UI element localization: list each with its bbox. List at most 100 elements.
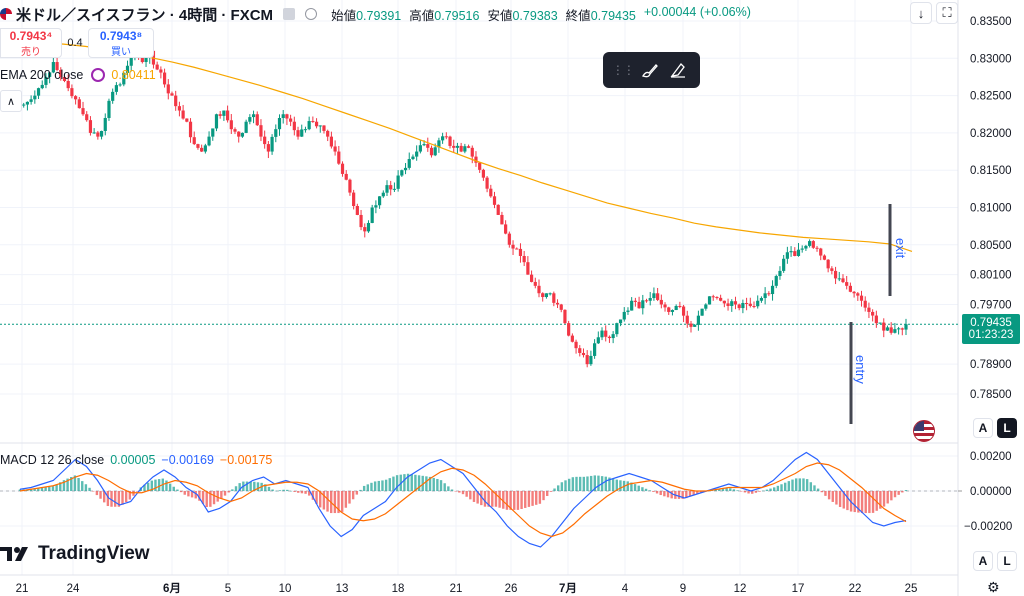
candle-body [470, 147, 474, 157]
macd-legend[interactable]: MACD 12 26 close 0.00005 −0.00169 −0.001… [0, 453, 273, 467]
candle-body [748, 303, 752, 306]
more-icon[interactable] [305, 8, 318, 20]
candle-body [363, 227, 367, 232]
brush-icon[interactable] [639, 59, 661, 81]
macd-histogram-bar [816, 488, 820, 491]
macd-histogram-bar [546, 491, 549, 496]
candle-body [833, 270, 838, 279]
candle-body [181, 110, 185, 119]
macd-histogram-bar [220, 491, 223, 499]
highlighter-icon[interactable] [667, 59, 689, 81]
macd-histogram-bar [769, 488, 772, 491]
macd-histogram-bar [805, 479, 809, 491]
candle-body [251, 114, 256, 118]
candle-body [441, 136, 445, 141]
time-tick-label: 12 [734, 583, 747, 595]
candle-body [359, 214, 363, 228]
candle-body [174, 95, 178, 107]
price-axis[interactable]: 0.83500 0.83000 0.82500 0.82000 0.81500 0.810… [964, 16, 1012, 533]
macd-histogram-bar [729, 488, 732, 491]
annotations[interactable]: exit entry [849, 204, 908, 424]
macd-histogram-bar [871, 491, 875, 513]
candle-body [263, 136, 267, 145]
price-tick-label: 0.79700 [970, 299, 1012, 311]
macd-histogram-bar [395, 475, 399, 491]
candle-body [85, 114, 89, 121]
time-axis[interactable]: 21 24 6月 5 10 13 18 21 26 7月 4 9 12 17 22 25 [16, 582, 918, 595]
candle-body [303, 129, 308, 131]
candle-body [111, 91, 115, 101]
candle-body [648, 298, 652, 301]
macd-histogram-bar [124, 491, 128, 503]
candle-body [678, 305, 682, 307]
macd-histogram-bar [663, 491, 666, 497]
macd-histogram-bar [59, 482, 62, 491]
macd-histogram-bar [787, 481, 791, 491]
time-tick-label: 10 [279, 583, 292, 595]
price-tick-label: 0.82000 [970, 128, 1012, 140]
symbol-title[interactable]: 米ドル／スイスフラン · 4時間 · FXCM [0, 4, 273, 25]
refresh-icon[interactable] [91, 68, 106, 82]
ema-legend[interactable]: EMA 200 close 0.80411 [0, 68, 156, 82]
macd-histogram-bar [498, 491, 501, 508]
fullscreen-icon[interactable]: ⛶ [936, 2, 958, 24]
candle-body [555, 302, 560, 305]
macd-log-scale-button[interactable]: L [997, 551, 1017, 571]
macd-histogram-bar [392, 476, 395, 491]
macd-histogram-bar [641, 487, 644, 491]
macd-histogram-bar [176, 489, 179, 491]
macd-histogram-bar [846, 491, 849, 511]
auto-scale-button[interactable]: A [973, 418, 993, 438]
download-icon[interactable]: ↓ [910, 2, 932, 24]
macd-histogram-bar [421, 475, 424, 491]
candle-body [733, 301, 738, 305]
candle-body [863, 300, 867, 308]
macd-histogram-bar [608, 477, 611, 491]
candle-body [800, 248, 804, 250]
settings-icon[interactable]: ⚙ [987, 579, 1000, 595]
macd-histogram-bar [425, 476, 428, 491]
candle-body [240, 132, 245, 137]
macd-histogram-bar [461, 491, 465, 495]
candle-body [374, 205, 378, 208]
candle-body [515, 248, 519, 250]
candle-body [826, 259, 830, 269]
macd-histogram-bar [253, 481, 256, 491]
macd-histogram-bar [245, 481, 249, 491]
time-tick-label: 13 [336, 583, 349, 595]
macd-histogram-bar [373, 481, 377, 491]
sell-button[interactable]: 0.7943⁴ 売り [0, 28, 62, 58]
macd-histogram-bar [751, 491, 754, 494]
candle-body [355, 206, 359, 215]
macd-histogram-bar [556, 485, 560, 491]
drag-handle-icon[interactable]: ⋮⋮ [611, 63, 635, 77]
price-tick-label: 0.83500 [970, 16, 1012, 28]
tradingview-logo[interactable]: TradingView [0, 543, 150, 565]
macd-histogram-bar [190, 491, 194, 498]
macd-histogram-bar [187, 491, 190, 497]
exit-label[interactable]: exit [893, 238, 908, 259]
candle-body [422, 144, 426, 146]
macd-histogram-bar [842, 491, 845, 509]
time-tick-label: 22 [849, 583, 862, 595]
us-flag-icon[interactable] [913, 420, 935, 442]
time-tick-label: 24 [67, 583, 80, 595]
candle-body [285, 114, 289, 119]
visibility-icon[interactable] [283, 8, 296, 20]
candle-body [904, 324, 908, 330]
entry-label[interactable]: entry [853, 355, 868, 384]
macd-histogram-bar [567, 478, 571, 491]
chevron-up-icon[interactable]: ∧ [0, 90, 22, 112]
candle-body [300, 129, 304, 137]
candle-body [604, 330, 608, 337]
log-scale-button[interactable]: L [997, 418, 1017, 438]
buy-button[interactable]: 0.7943⁸ 買い [88, 28, 154, 58]
candle-body [607, 336, 612, 339]
candle-body [737, 304, 741, 309]
candle-body [596, 337, 600, 344]
macd-auto-scale-button[interactable]: A [973, 551, 993, 571]
macd-histogram-bar [505, 491, 509, 510]
macd-histogram-bar [589, 475, 593, 491]
candle-body [266, 144, 270, 152]
